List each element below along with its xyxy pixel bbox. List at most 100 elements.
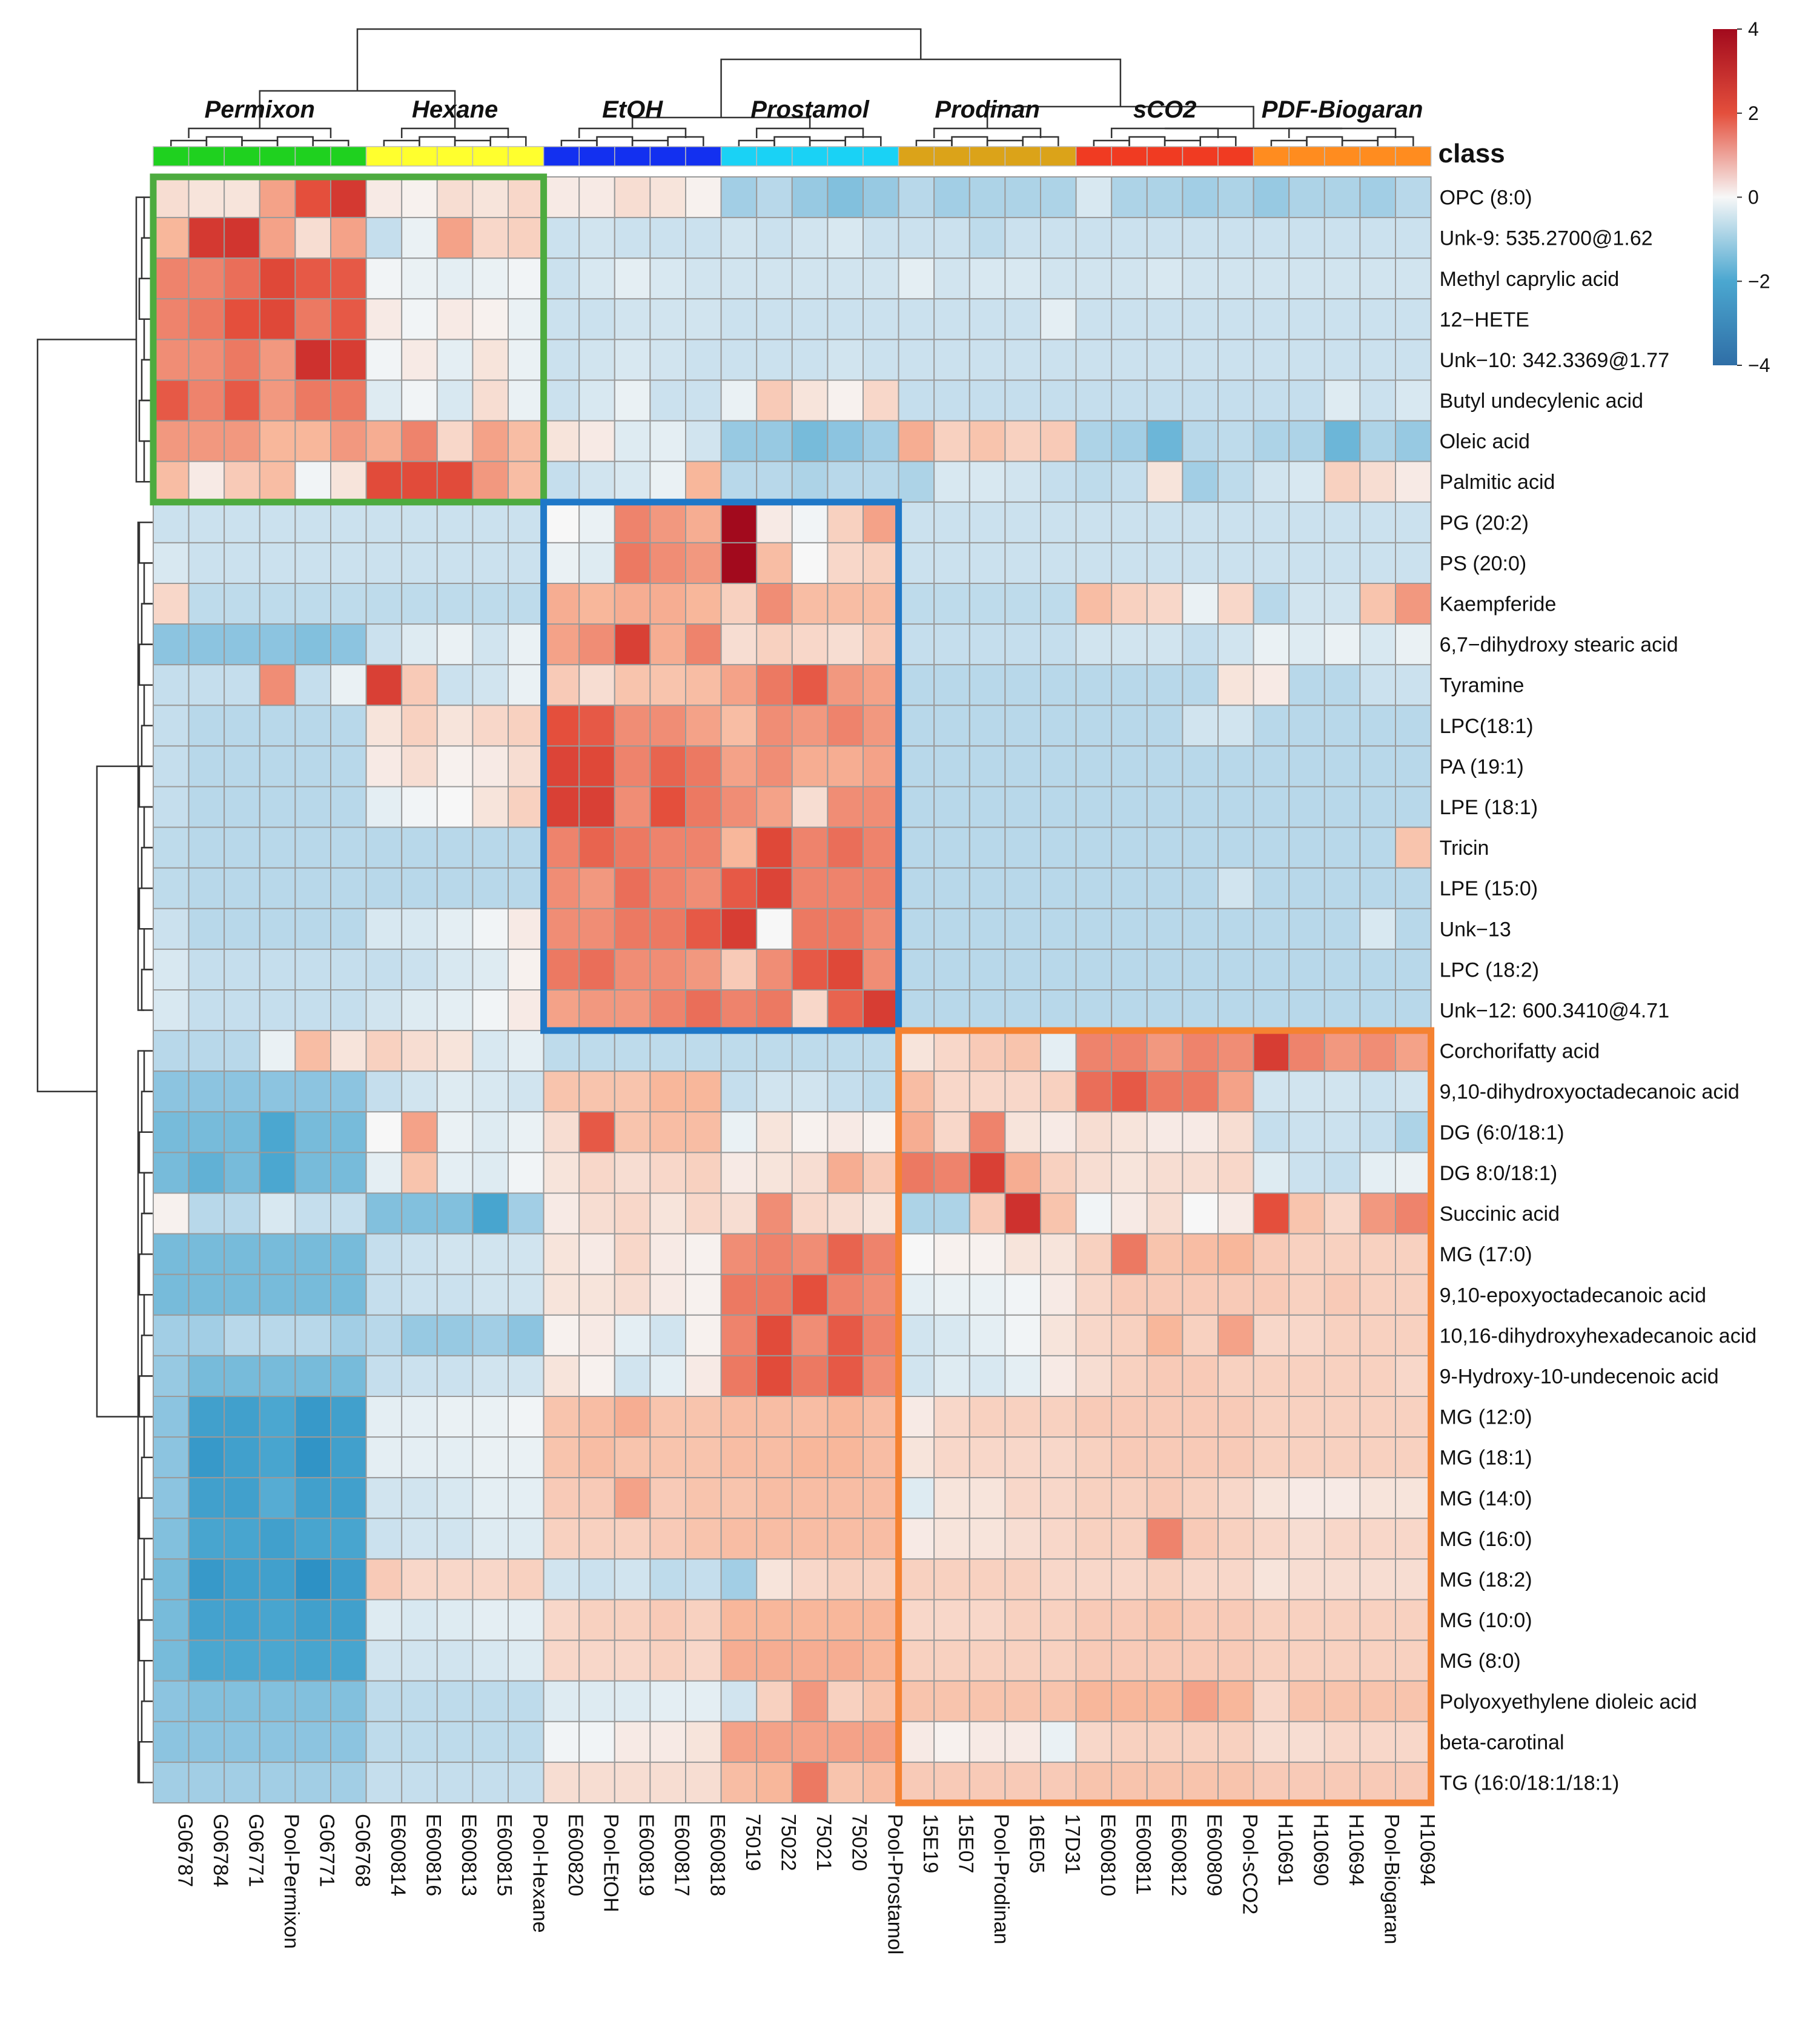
- heatmap-cell: [543, 1070, 580, 1113]
- heatmap-cell: [543, 1273, 580, 1316]
- heatmap-cell: [1217, 1355, 1254, 1397]
- heatmap-cell: [1040, 298, 1077, 340]
- heatmap-cell: [898, 1396, 935, 1438]
- heatmap-cell: [365, 1396, 403, 1438]
- heatmap-cell: [968, 1233, 1006, 1275]
- heatmap-cell: [720, 1192, 758, 1235]
- heatmap-cell: [153, 1396, 190, 1438]
- heatmap-cell: [1253, 1233, 1290, 1275]
- heatmap-cell: [685, 1518, 722, 1560]
- class-bar-cell: [1004, 146, 1041, 167]
- heatmap-cell: [898, 1070, 935, 1113]
- heatmap-cell: [294, 1518, 331, 1560]
- heatmap-cell: [898, 1720, 935, 1763]
- heatmap-cell: [1146, 1152, 1184, 1194]
- heatmap-cell: [436, 623, 474, 666]
- row-label: OPC (8:0): [1440, 187, 1532, 210]
- row-label: TG (16:0/18:1/18:1): [1440, 1771, 1620, 1794]
- heatmap-cell: [791, 298, 829, 340]
- heatmap-cell: [1004, 989, 1042, 1032]
- heatmap-cell: [827, 786, 864, 828]
- heatmap-cell: [365, 1477, 403, 1519]
- heatmap-cell: [1040, 1396, 1077, 1438]
- heatmap-cell: [827, 664, 864, 706]
- row-label: 12−HETE: [1440, 308, 1529, 331]
- heatmap-cell: [294, 339, 331, 381]
- heatmap-cell: [756, 1070, 793, 1113]
- heatmap-cell: [1253, 1111, 1290, 1153]
- heatmap-cell: [188, 1192, 225, 1235]
- heatmap-cell: [223, 1314, 260, 1356]
- heatmap-cell: [720, 705, 758, 747]
- heatmap-cell: [472, 705, 509, 747]
- heatmap-cell: [1395, 1477, 1432, 1519]
- heatmap-cell: [543, 664, 580, 706]
- cluster-box: [540, 499, 902, 1034]
- heatmap-cell: [862, 1070, 899, 1113]
- heatmap-cell: [968, 623, 1006, 666]
- heatmap-cell: [508, 420, 545, 462]
- heatmap-cell: [827, 583, 864, 625]
- heatmap-cell: [1111, 176, 1148, 219]
- heatmap-cell: [720, 1233, 758, 1275]
- heatmap-cell: [508, 1070, 545, 1113]
- heatmap-cell: [1146, 1396, 1184, 1438]
- heatmap-cell: [543, 1152, 580, 1194]
- heatmap-cell: [472, 501, 509, 543]
- heatmap-cell: [365, 1558, 403, 1601]
- dendrogram-branch: [1306, 136, 1343, 147]
- column-label: 75021: [812, 1814, 835, 1871]
- heatmap-cell: [294, 705, 331, 747]
- heatmap-cell: [401, 542, 438, 585]
- heatmap-cell: [508, 786, 545, 828]
- dendrogram-branch: [489, 136, 527, 147]
- heatmap-cell: [188, 1477, 225, 1519]
- heatmap-cell: [401, 1192, 438, 1235]
- heatmap-cell: [862, 1192, 899, 1235]
- dendrogram-branch: [143, 1172, 153, 1215]
- heatmap-cell: [791, 217, 829, 259]
- heatmap-cell: [436, 1477, 474, 1519]
- heatmap-cell: [898, 1111, 935, 1153]
- heatmap-cell: [578, 379, 615, 422]
- heatmap-cell: [720, 379, 758, 422]
- heatmap-cell: [1395, 1518, 1432, 1560]
- heatmap-cell: [933, 1558, 970, 1601]
- heatmap-cell: [330, 176, 367, 219]
- dendrogram-branch: [454, 139, 491, 147]
- heatmap-cell: [330, 1761, 367, 1803]
- heatmap-cell: [685, 339, 722, 381]
- heatmap-cell: [259, 1477, 296, 1519]
- heatmap-cell: [1146, 623, 1184, 666]
- heatmap-cell: [1217, 1070, 1254, 1113]
- heatmap-cell: [365, 908, 403, 950]
- class-bar-cell: [365, 146, 402, 167]
- heatmap-cell: [614, 1396, 651, 1438]
- heatmap-cell: [1359, 1192, 1396, 1235]
- heatmap-cell: [578, 1436, 615, 1479]
- heatmap-cell: [508, 1233, 545, 1275]
- heatmap-cell: [756, 786, 793, 828]
- heatmap-cell: [259, 1192, 296, 1235]
- heatmap-cell: [365, 257, 403, 300]
- dendrogram-branch: [138, 1619, 153, 1662]
- dendrogram-branch: [1377, 136, 1414, 147]
- heatmap-cell: [827, 1720, 864, 1763]
- heatmap-cell: [578, 1680, 615, 1722]
- heatmap-cell: [1111, 1314, 1148, 1356]
- class-bar-cell: [933, 146, 970, 167]
- heatmap-cell: [933, 705, 970, 747]
- heatmap-cell: [508, 501, 545, 543]
- heatmap-cell: [472, 786, 509, 828]
- heatmap-cell: [933, 1152, 970, 1194]
- heatmap-cell: [1288, 460, 1325, 503]
- heatmap-cell: [1288, 1355, 1325, 1397]
- heatmap-cell: [188, 705, 225, 747]
- heatmap-cell: [578, 1070, 615, 1113]
- heatmap-cell: [933, 1720, 970, 1763]
- heatmap-cell: [223, 1477, 260, 1519]
- heatmap-cell: [1253, 826, 1290, 869]
- heatmap-cell: [508, 908, 545, 950]
- dendrogram-branch: [143, 1294, 153, 1336]
- heatmap-cell: [968, 948, 1006, 991]
